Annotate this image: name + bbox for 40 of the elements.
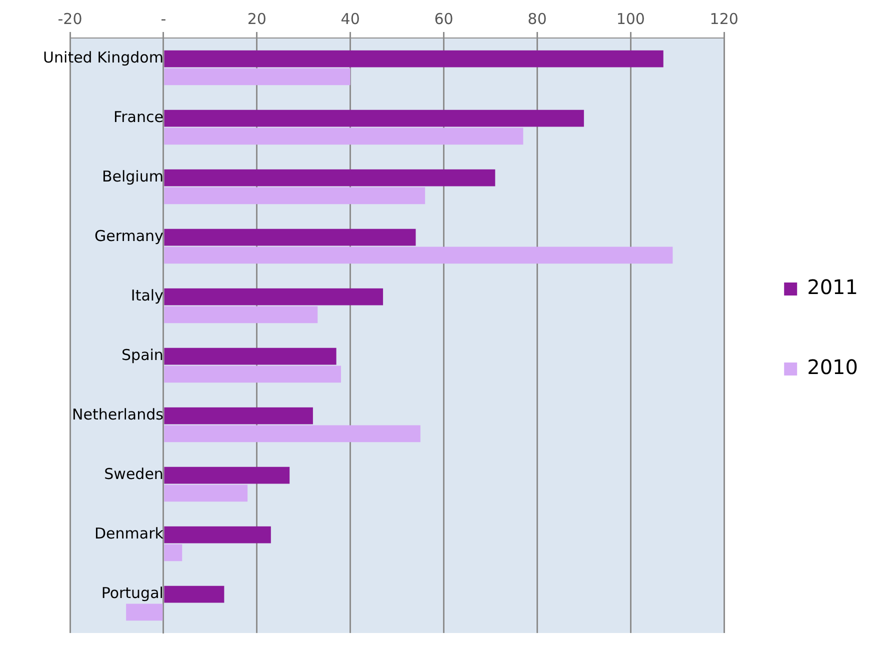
bar: [164, 366, 341, 383]
y-tick-label: Netherlands: [72, 406, 164, 424]
x-tick-label: -20: [58, 10, 82, 28]
bar: [164, 407, 313, 424]
x-tick-label: 40: [340, 10, 360, 28]
legend-label: 2011: [807, 275, 858, 300]
bar: [126, 604, 163, 621]
x-tick-label: 100: [616, 10, 645, 28]
x-tick-label: 20: [247, 10, 266, 28]
legend-label: 2010: [807, 355, 858, 380]
y-tick-label: Italy: [130, 286, 164, 305]
bar: [164, 348, 336, 365]
y-tick-label: Denmark: [94, 524, 164, 543]
bar: [164, 306, 318, 324]
bar: [164, 246, 673, 264]
bar: [164, 466, 290, 484]
bar: [164, 228, 416, 246]
y-tick-label: Portugal: [101, 584, 164, 602]
bar: [164, 68, 350, 86]
y-tick-label: Spain: [122, 346, 164, 364]
bar: [164, 484, 248, 502]
y-tick-label: Sweden: [104, 465, 164, 484]
bar: [164, 586, 224, 603]
bar: [164, 526, 271, 544]
x-tick-label: 80: [528, 10, 547, 28]
x-tick-label: 120: [710, 10, 738, 28]
bar: [164, 169, 496, 186]
bar: [164, 288, 384, 306]
x-tick-label: 60: [434, 10, 454, 28]
bar: [164, 110, 584, 127]
y-tick-label: Belgium: [102, 168, 164, 186]
bar: [164, 425, 420, 442]
y-tick-label: United Kingdom: [43, 48, 164, 67]
bar: [164, 50, 664, 68]
x-tick-label: -: [160, 10, 166, 28]
bar: [164, 128, 524, 145]
y-tick-label: France: [114, 108, 164, 126]
bar: [164, 187, 426, 204]
y-tick-label: Germany: [94, 227, 164, 246]
bar: [164, 544, 182, 562]
